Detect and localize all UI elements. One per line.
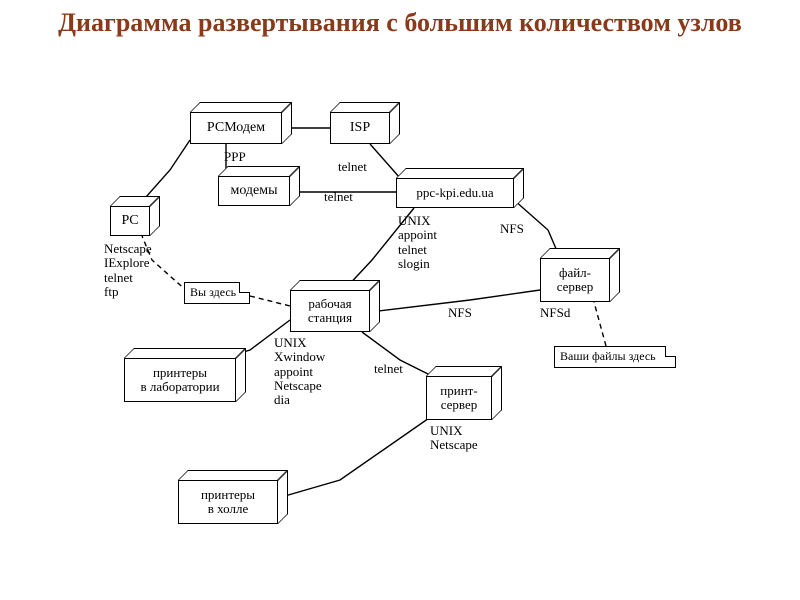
- deployment-diagram: РСМодем ISP модемы ppc-kpi.edu.ua PC рабочая …: [0, 0, 800, 600]
- node-label: модемы: [218, 176, 290, 206]
- node-labprn: принтеры в лаборатории: [124, 358, 246, 412]
- node-top-face: [178, 470, 288, 480]
- node-top-face: [330, 102, 400, 112]
- note-files: Ваши файлы здесь: [554, 346, 676, 368]
- node-label: рабочая станция: [290, 290, 370, 332]
- node-label: файл- сервер: [540, 258, 610, 302]
- node-label: PC: [110, 206, 150, 236]
- node-prnserver: принт- сервер: [426, 376, 502, 430]
- node-label: ppc-kpi.edu.ua: [396, 178, 514, 208]
- node-side-face: [610, 248, 620, 302]
- node-side-face: [370, 280, 380, 332]
- label-ppp: PPP: [224, 150, 246, 164]
- node-pcmodem: РСМодем: [190, 112, 292, 154]
- node-label: РСМодем: [190, 112, 282, 144]
- label-telnet2: telnet: [324, 190, 353, 204]
- node-top-face: [124, 348, 246, 358]
- label-wslabel: UNIX Xwindow appoint Netscape dia: [274, 336, 325, 407]
- node-label: принтеры в холле: [178, 480, 278, 524]
- label-telnet3: telnet: [374, 362, 403, 376]
- edges-layer: [0, 0, 800, 600]
- note-fold-icon: [665, 346, 676, 357]
- node-top-face: [190, 102, 292, 112]
- node-pc: PC: [110, 206, 160, 246]
- node-ppc: ppc-kpi.edu.ua: [396, 178, 524, 218]
- node-hallprn: принтеры в холле: [178, 480, 288, 534]
- label-telnet1: telnet: [338, 160, 367, 174]
- node-isp: ISP: [330, 112, 400, 154]
- label-nfs1: NFS: [500, 222, 524, 236]
- node-fileserver: файл- сервер: [540, 258, 620, 312]
- node-label: ISP: [330, 112, 390, 144]
- node-label: принт- сервер: [426, 376, 492, 420]
- node-side-face: [236, 348, 246, 402]
- edge: [250, 296, 290, 306]
- node-side-face: [278, 470, 288, 524]
- label-nfs2: NFS: [448, 306, 472, 320]
- note-here: Вы здесь: [184, 282, 250, 304]
- node-side-face: [492, 366, 502, 420]
- node-top-face: [426, 366, 502, 376]
- node-top-face: [218, 166, 300, 176]
- label-prnsoft: UNIX Netscape: [430, 424, 478, 453]
- note-fold-icon: [239, 282, 250, 293]
- node-modems: модемы: [218, 176, 300, 216]
- node-top-face: [290, 280, 380, 290]
- label-nfsd: NFSd: [540, 306, 570, 320]
- edge: [278, 416, 432, 498]
- label-pcsoft: Netscape IExplore telnet ftp: [104, 242, 152, 299]
- node-top-face: [396, 168, 524, 178]
- label-unix1: UNIX appoint telnet slogin: [398, 214, 437, 271]
- node-top-face: [540, 248, 620, 258]
- node-label: принтеры в лаборатории: [124, 358, 236, 402]
